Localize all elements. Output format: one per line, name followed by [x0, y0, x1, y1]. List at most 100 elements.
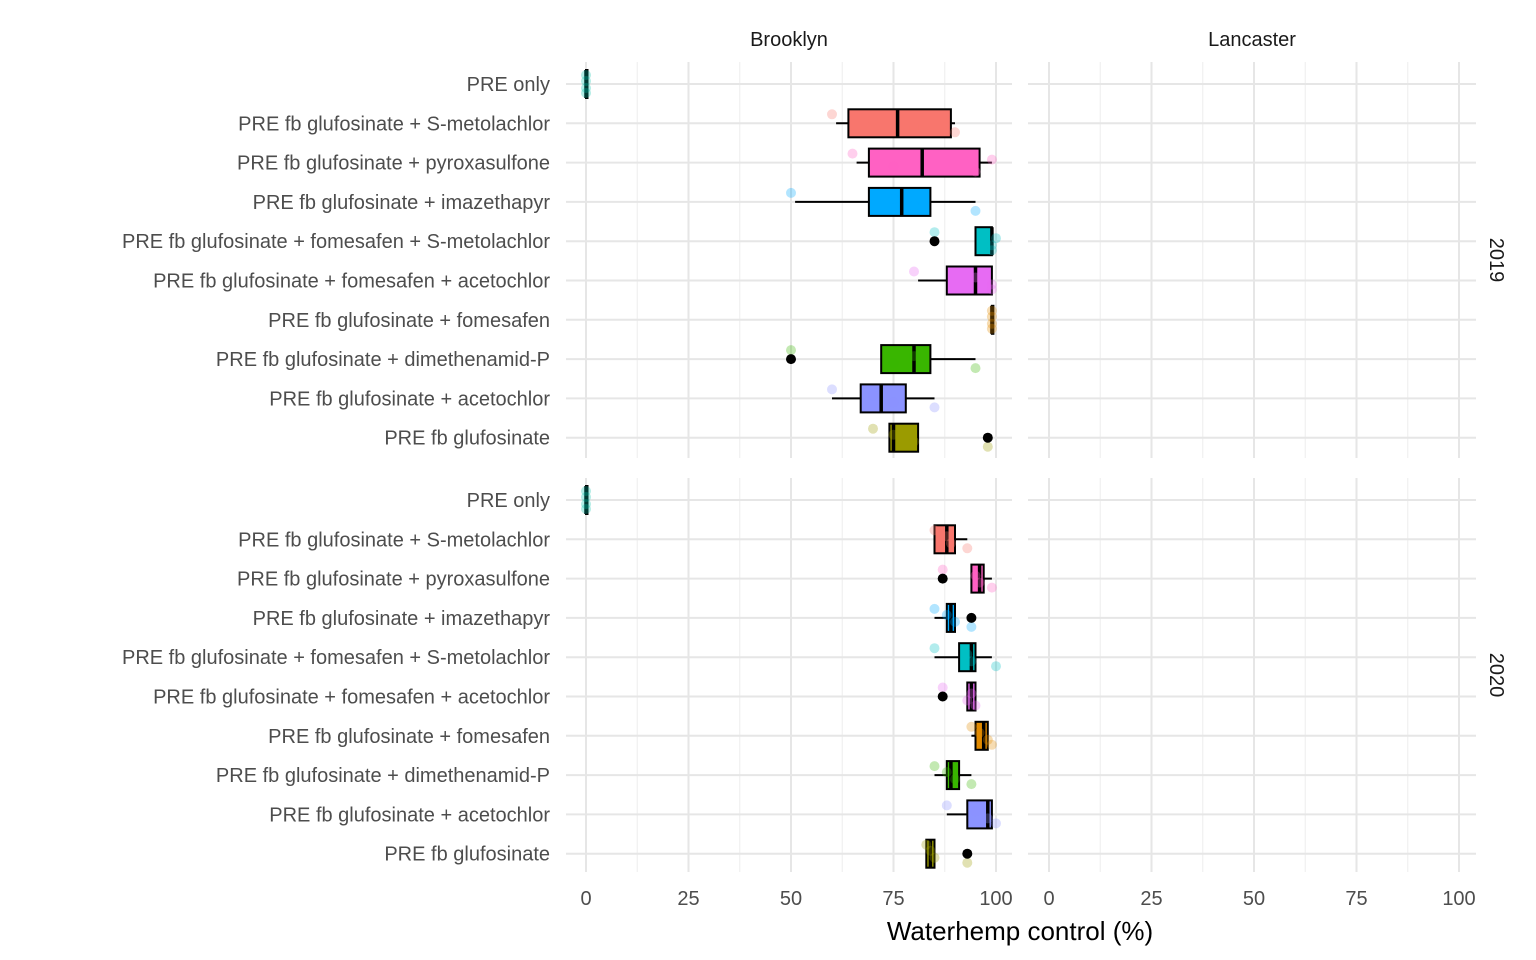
- data-point: [581, 83, 591, 93]
- outlier-point: [937, 691, 948, 702]
- boxplot-group: [921, 838, 973, 869]
- boxplot-group: [941, 799, 1001, 830]
- boxplot-group: [937, 681, 981, 712]
- data-point: [986, 305, 997, 316]
- category-label: PRE fb glufosinate + fomesafen + acetoch…: [153, 271, 550, 293]
- data-point: [991, 818, 1001, 829]
- data-point: [970, 806, 981, 817]
- data-point: [929, 227, 940, 238]
- boxplot-group: [929, 760, 977, 791]
- boxplot-group: [929, 642, 1001, 673]
- data-point: [986, 279, 997, 290]
- boxplot-group: [966, 720, 997, 751]
- data-point: [986, 284, 997, 295]
- x-tick-label: 100: [979, 888, 1012, 910]
- data-point: [950, 774, 960, 785]
- boxplot-group: [868, 422, 993, 453]
- data-point: [909, 436, 919, 447]
- data-point: [929, 603, 940, 614]
- data-point: [986, 318, 997, 329]
- boxplot-group: [786, 186, 981, 217]
- data-point: [921, 839, 932, 850]
- strip-label-row: 2019: [1485, 238, 1507, 283]
- data-point: [974, 727, 985, 738]
- data-point: [827, 109, 837, 120]
- box: [867, 186, 932, 217]
- x-tick-label: 25: [1140, 888, 1162, 910]
- panel-lancaster-2019: [1028, 62, 1476, 458]
- x-tick-label: 75: [1345, 888, 1367, 910]
- data-point: [982, 734, 993, 745]
- x-tick-label: 25: [677, 888, 699, 910]
- category-label: PRE only: [467, 74, 550, 96]
- x-tick-label: 50: [1243, 888, 1265, 910]
- x-tick-label: 0: [580, 888, 591, 910]
- data-point: [970, 700, 981, 711]
- x-tick-label: 75: [882, 888, 904, 910]
- boxplot-group: [827, 383, 940, 414]
- data-point: [966, 721, 977, 732]
- category-label: PRE fb glufosinate + fomesafen: [268, 310, 550, 332]
- boxplot-group: [929, 524, 973, 555]
- box: [867, 147, 981, 178]
- panel-lancaster-2020: [1028, 478, 1476, 872]
- data-point: [929, 761, 940, 772]
- data-point: [986, 323, 997, 334]
- data-point: [888, 193, 899, 204]
- data-point: [888, 429, 899, 440]
- data-point: [929, 852, 940, 863]
- data-point: [786, 187, 796, 198]
- category-label: PRE fb glufosinate + fomesafen: [268, 726, 550, 748]
- data-point: [888, 161, 899, 172]
- category-label: PRE fb glufosinate + pyroxasulfone: [237, 569, 550, 591]
- category-label: PRE fb glufosinate + imazethapyr: [253, 608, 551, 630]
- data-point: [937, 682, 948, 693]
- data-point: [970, 363, 981, 374]
- box: [847, 108, 952, 139]
- boxplot-group: [986, 304, 997, 335]
- data-point: [929, 525, 940, 536]
- data-point: [986, 240, 997, 251]
- panels-layer: [566, 62, 1476, 872]
- category-label: PRE fb glufosinate + fomesafen + S-metol…: [122, 231, 550, 253]
- panel-background: [1028, 62, 1476, 458]
- data-point: [962, 649, 973, 660]
- data-point: [941, 609, 952, 620]
- data-point: [986, 739, 997, 750]
- panel-background: [1028, 478, 1476, 872]
- x-axis-title: Waterhemp control (%): [887, 916, 1153, 946]
- data-point: [909, 122, 919, 133]
- box: [880, 344, 932, 375]
- category-label: PRE fb glufosinate + S-metolachlor: [238, 529, 550, 551]
- x-tick-label: 0: [1043, 888, 1054, 910]
- data-point: [909, 351, 919, 362]
- data-point: [982, 441, 993, 452]
- data-point: [581, 504, 591, 514]
- data-point: [581, 76, 591, 86]
- category-label: PRE fb glufosinate: [384, 428, 550, 450]
- boxplot-group: [581, 69, 591, 99]
- boxplot-group: [827, 108, 960, 139]
- outlier-point: [962, 848, 973, 859]
- strip-label-row: 2020: [1485, 653, 1507, 698]
- outlier-point: [929, 236, 940, 247]
- data-point: [945, 538, 956, 549]
- data-point: [970, 205, 981, 216]
- data-point: [909, 200, 919, 211]
- strip-label-column: Lancaster: [1208, 29, 1296, 51]
- data-point: [581, 88, 591, 98]
- data-point: [786, 345, 796, 356]
- data-point: [970, 166, 981, 177]
- data-point: [950, 127, 960, 138]
- box: [933, 524, 956, 555]
- data-point: [966, 656, 977, 667]
- data-point: [868, 115, 878, 126]
- boxplot-group: [581, 485, 591, 515]
- data-point: [581, 70, 591, 80]
- outlier-point: [786, 354, 796, 365]
- data-point: [986, 154, 997, 165]
- category-label: PRE fb glufosinate + S-metolachlor: [238, 113, 550, 135]
- data-point: [991, 233, 1001, 244]
- boxplot-group: [937, 563, 997, 594]
